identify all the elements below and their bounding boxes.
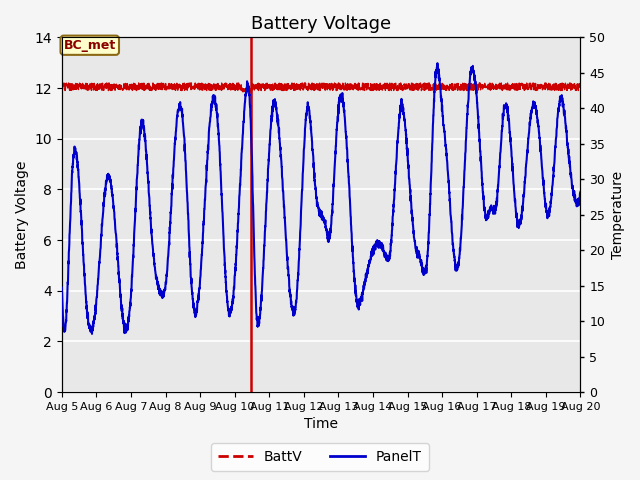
Legend: BattV, PanelT: BattV, PanelT — [211, 443, 429, 471]
Text: BC_met: BC_met — [63, 39, 116, 52]
Y-axis label: Temperature: Temperature — [611, 171, 625, 259]
X-axis label: Time: Time — [304, 418, 338, 432]
Title: Battery Voltage: Battery Voltage — [251, 15, 391, 33]
Y-axis label: Battery Voltage: Battery Voltage — [15, 160, 29, 269]
